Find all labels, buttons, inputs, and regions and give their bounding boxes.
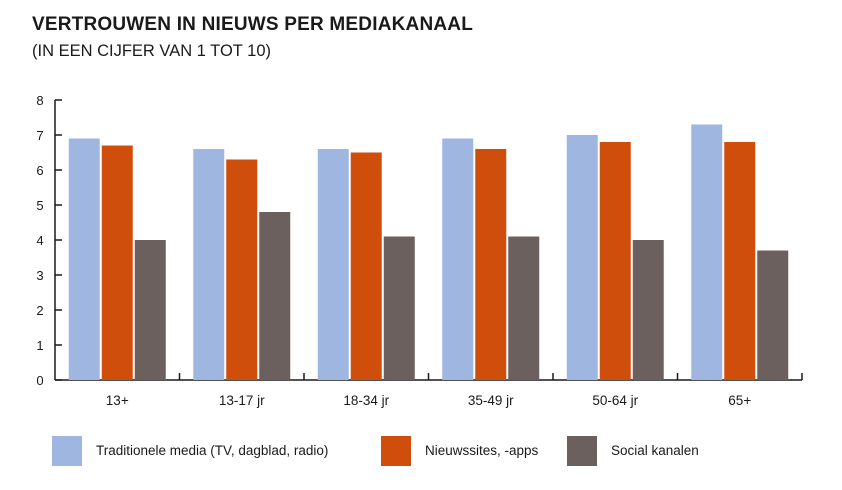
y-tick-label: 5 xyxy=(36,198,43,213)
bar xyxy=(632,240,664,380)
x-tick-label: 13+ xyxy=(106,393,129,408)
bar xyxy=(442,138,474,380)
bar xyxy=(599,142,631,380)
chart-subtitle: (IN EEN CIJFER VAN 1 TOT 10) xyxy=(32,42,272,60)
bar xyxy=(691,124,723,380)
y-tick-label: 8 xyxy=(36,93,43,108)
bar xyxy=(383,236,415,380)
bar xyxy=(101,145,133,380)
y-tick-label: 4 xyxy=(36,233,43,248)
legend-label: Traditionele media (TV, dagblad, radio) xyxy=(96,443,328,458)
x-tick-label: 35-49 jr xyxy=(468,393,514,408)
legend-label: Nieuwssites, -apps xyxy=(425,443,539,458)
bar xyxy=(508,236,540,380)
bar xyxy=(193,149,225,380)
y-tick-label: 2 xyxy=(36,303,43,318)
bar xyxy=(475,149,507,380)
y-tick-label: 7 xyxy=(36,128,43,143)
bar xyxy=(566,135,598,380)
chart-title: VERTROUWEN IN NIEUWS PER MEDIAKANAAL xyxy=(32,14,474,35)
y-tick-label: 0 xyxy=(36,373,43,388)
bar xyxy=(317,149,349,380)
y-tick-label: 1 xyxy=(36,338,43,353)
bar xyxy=(226,159,258,380)
legend-swatch xyxy=(567,436,597,466)
legend-swatch xyxy=(381,436,411,466)
x-tick-label: 18-34 jr xyxy=(343,393,389,408)
y-tick-label: 3 xyxy=(36,268,43,283)
bar xyxy=(68,138,100,380)
legend-swatch xyxy=(52,436,82,466)
bar xyxy=(757,250,789,380)
x-tick-label: 50-64 jr xyxy=(592,393,638,408)
x-tick-label: 13-17 jr xyxy=(219,393,265,408)
bar xyxy=(724,142,756,380)
bar xyxy=(134,240,166,380)
bar xyxy=(259,212,291,380)
bar xyxy=(350,152,382,380)
x-tick-label: 65+ xyxy=(728,393,751,408)
y-tick-label: 6 xyxy=(36,163,43,178)
legend-label: Social kanalen xyxy=(611,443,699,458)
